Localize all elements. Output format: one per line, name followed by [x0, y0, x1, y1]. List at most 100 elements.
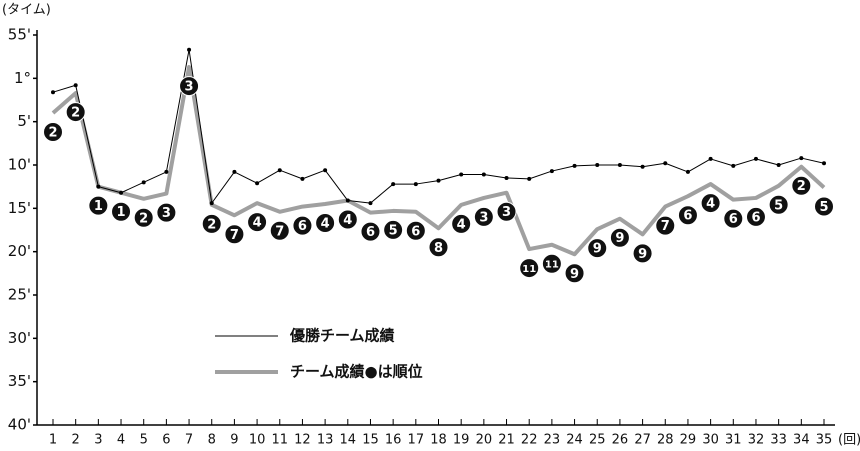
x-tick-label: 26: [612, 433, 629, 448]
rank-label: 9: [570, 267, 579, 282]
point: [708, 156, 713, 161]
rank-label: 1: [94, 199, 103, 214]
point: [232, 169, 237, 174]
rank-badge: [814, 196, 834, 217]
rank-badge: [496, 201, 517, 222]
rank-badge: [700, 193, 721, 214]
point: [617, 163, 622, 167]
rank-badge: [519, 258, 540, 279]
rank-label: 4: [706, 197, 715, 212]
point: [119, 190, 124, 195]
rank-badge: [133, 207, 154, 228]
y-tick-label: 25': [8, 286, 31, 304]
x-tick-label: 35: [816, 433, 833, 448]
point: [255, 181, 260, 186]
point: [481, 172, 486, 177]
point: [776, 163, 781, 167]
rank-badge: [632, 243, 653, 264]
point: [799, 156, 804, 161]
rank-label: 6: [683, 209, 692, 224]
point: [300, 176, 305, 181]
point: [822, 161, 826, 166]
point: [164, 169, 169, 174]
rank-badge: [473, 206, 494, 227]
x-tick-label: 19: [453, 433, 470, 448]
rank-label: 4: [321, 217, 330, 232]
x-tick-label: 4: [117, 433, 125, 448]
point: [187, 47, 192, 52]
rank-badge: [723, 208, 744, 229]
x-tick-label: 6: [162, 433, 170, 448]
x-tick-label: 34: [793, 433, 810, 448]
x-tick-label: 18: [430, 433, 447, 448]
rank-label: 2: [797, 179, 806, 194]
x-tick-label: 25: [589, 433, 606, 448]
rank-label: 7: [661, 219, 670, 234]
rank-badge: [791, 175, 812, 196]
rank-badge: [201, 213, 222, 234]
x-tick-label: 30: [702, 433, 719, 448]
y-tick-label: 20': [8, 242, 31, 260]
rank-badge: [111, 201, 132, 222]
rank-label: 6: [729, 212, 738, 227]
rank-badge: [337, 209, 358, 230]
rank-badge: [224, 224, 245, 245]
rank-label: 4: [253, 216, 262, 231]
x-tick-label: 16: [385, 433, 402, 448]
x-tick-label: 3: [94, 433, 102, 448]
rank-label: 4: [457, 217, 466, 232]
point: [141, 180, 146, 185]
point: [572, 163, 577, 168]
y-tick-label: 15': [8, 199, 31, 217]
rank-label: 6: [411, 224, 420, 239]
x-tick-label: 14: [340, 433, 357, 448]
x-tick-label: 29: [680, 433, 697, 448]
x-tick-label: 15: [362, 433, 379, 448]
point: [73, 83, 78, 88]
rank-badge: [247, 212, 268, 233]
rank-badge: [315, 213, 336, 233]
rank-label: 3: [479, 210, 488, 225]
rank-label: 2: [48, 126, 57, 141]
rank-label: 2: [71, 106, 80, 121]
point: [731, 163, 736, 168]
x-unit-label: (回): [838, 433, 860, 448]
y-tick-label: 5': [17, 112, 31, 130]
y-tick-label: 55': [8, 26, 31, 44]
rank-label: 6: [751, 210, 760, 225]
rank-badge: [360, 221, 381, 242]
x-tick-label: 13: [317, 433, 334, 448]
y-unit-label: (タイム): [2, 3, 51, 18]
y-tick-label: 10': [8, 156, 31, 174]
rank-label: 11: [522, 264, 536, 275]
rank-badge: [587, 238, 608, 259]
rank-label: 11: [545, 260, 559, 271]
x-tick-label: 8: [208, 433, 216, 448]
point: [685, 169, 690, 174]
x-tick-label: 7: [185, 433, 193, 448]
rank-label: 7: [230, 228, 239, 243]
point: [323, 168, 328, 173]
rank-label: 9: [593, 242, 602, 257]
point: [663, 161, 668, 166]
rank-badge: [179, 76, 200, 97]
point: [459, 172, 464, 177]
rank-label: 7: [275, 224, 284, 239]
legend-label: 優勝チーム成績: [289, 327, 395, 345]
rank-badge: [451, 213, 472, 234]
rank-badge: [655, 215, 676, 236]
point: [640, 164, 645, 169]
rank-badge: [428, 237, 449, 258]
rank-badge: [564, 263, 585, 284]
x-tick-label: 2: [72, 433, 80, 448]
x-tick-label: 1: [49, 433, 57, 448]
point: [368, 201, 373, 206]
rank-badge: [292, 215, 313, 236]
point: [277, 168, 282, 173]
rank-badge: [43, 122, 63, 142]
rank-badge: [677, 205, 698, 226]
rank-badge: [745, 206, 766, 227]
rank-badge: [88, 195, 109, 216]
point: [504, 176, 509, 180]
